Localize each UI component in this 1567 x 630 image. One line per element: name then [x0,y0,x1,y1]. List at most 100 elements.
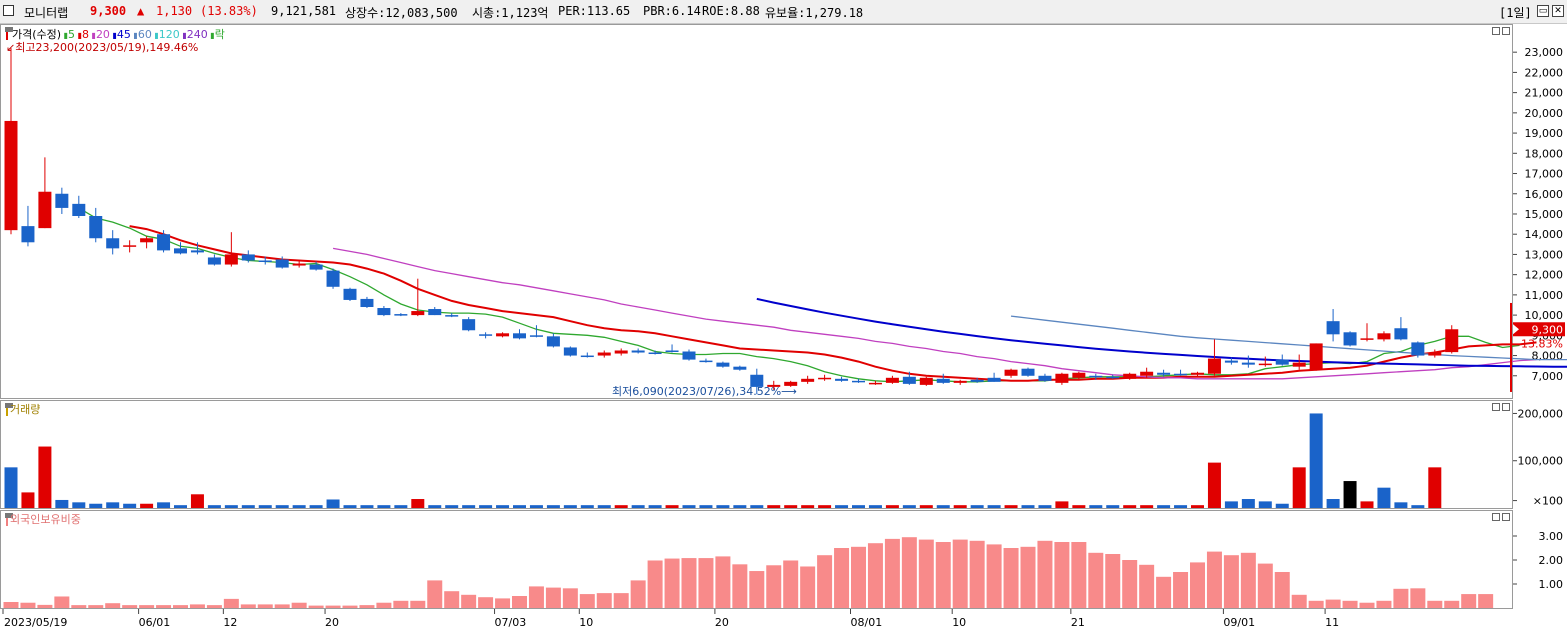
stock-info-bar: 모니터랩 9,300 ▲ 1,130 (13.83%) 9,121,581 상장… [0,0,1567,24]
candle-body [1021,368,1035,376]
foreign-ratio-bar [393,600,409,608]
foreign-y-axis: 1.00 2.00 3.00 [1513,530,1563,591]
candle-body [241,254,255,261]
legend-item: 락 [215,28,225,41]
candlesticks [4,48,1459,395]
legend-item: 45 [117,28,131,41]
x-tick-label: 20 [325,616,339,629]
x-tick-label: 08/01 [851,616,883,629]
volume-bar [784,505,798,508]
volume-bar [123,503,137,508]
volume-bar [394,505,408,508]
volume-bar [1377,487,1391,508]
candle-body [207,257,221,265]
ma-line-8 [129,225,1537,382]
x-tick-label: 20 [715,616,729,629]
current-price: 9,300 [90,4,127,18]
close-icon[interactable]: ✕ [1552,5,1564,17]
foreign-ratio-bar [969,540,985,608]
candle-body [682,351,696,360]
candle-body [292,263,306,266]
foreign-panel-buttons[interactable] [1492,513,1510,521]
foreign-ratio-bar [512,596,527,608]
select-checkbox[interactable] [3,5,14,16]
volume-bar [919,505,933,508]
foreign-ratio-bar [189,604,205,608]
foreign-ratio-bar [1257,563,1273,608]
y-tick-label: 8,000 [1532,350,1564,363]
volume-bar [1072,505,1086,508]
volume-bar [190,494,204,508]
foreign-ratio-bar [1427,600,1443,608]
candle-body [919,377,933,385]
foreign-ratio-bar [139,605,155,608]
volume-bar [72,502,86,508]
price-legend: 가격(수정) ▮5 ▮8 ▮20 ▮45 ▮60 ▮120 ▮240 ▮락 [5,27,225,41]
candle-body [699,360,713,363]
legend-item: 8 [82,28,89,41]
volume-bar [818,505,832,508]
candle-body [479,334,493,336]
volume-bar [1428,467,1442,508]
stock-name[interactable]: 모니터랩 [24,6,69,20]
candle-body [1224,360,1238,363]
stock-chart: 가격(수정) ▮5 ▮8 ▮20 ▮45 ▮60 ▮120 ▮240 ▮락 ↙최… [0,24,1567,629]
x-tick-label: 21 [1071,616,1085,629]
price-panel-buttons[interactable] [1492,27,1510,35]
foreign-ratio-bar [274,604,290,608]
volume-bar [360,505,374,508]
roe-ratio: ROE:8.88 [702,4,760,18]
candle-body [1309,343,1323,370]
foreign-ratio-bar [715,556,731,608]
y-tick-label: 15,000 [1525,208,1564,221]
foreign-ratio-bar [342,605,358,608]
candle-body [275,259,289,268]
volume-bar [835,505,849,508]
candle-body [529,335,543,337]
foreign-ratio-bar [681,558,697,608]
window-restore-icon[interactable]: ▭ [1537,5,1549,17]
volume-bar [513,505,526,508]
volume-bar [1309,413,1323,508]
volume-panel-buttons[interactable] [1492,403,1510,411]
foreign-ratio-bar [952,539,968,608]
candle-body [852,380,865,383]
volume-bar [1038,505,1052,508]
foreign-ratio-bar [54,596,70,608]
volume-bar [1157,505,1171,508]
foreign-ratio-bar [817,555,833,608]
x-tick-label: 12 [223,616,237,629]
foreign-ratio-bar [173,605,188,608]
candle-body [1123,373,1137,379]
candle-body [1258,363,1272,366]
foreign-ratio-bar [1139,564,1155,608]
volume-bar [1275,503,1289,508]
price-y-axis: 7,0008,0009,00010,00011,00012,00013,0001… [1513,46,1563,383]
current-pct-label: 13.83% [1521,337,1563,350]
volume-bar [140,503,154,508]
volume-bar [902,505,916,508]
foreign-ratio-bar [1206,551,1222,608]
y-tick-label: 14,000 [1525,228,1564,241]
candle-body [1207,358,1221,374]
candle-body [4,120,18,231]
volume-bar [428,505,442,508]
candle-body [21,226,35,243]
volume-bar [1004,505,1018,508]
foreign-ratio-bar [783,560,799,608]
foreign-ratio-bar [562,588,578,608]
volume-bar [529,505,543,508]
foreign-ratio-bar [359,605,375,608]
candle-body [1394,328,1408,340]
current-price-box [1513,322,1565,337]
volume-bar [1021,505,1035,508]
foreign-ratio-bar [1376,600,1392,608]
volume-bar [665,505,679,508]
period-selector[interactable]: [1일] [1499,6,1532,20]
pbr-ratio: PBR:6.14 [643,4,701,18]
volume-bar [1055,501,1069,508]
candle-body [462,319,476,331]
volume-bar [597,505,611,508]
candle-body [580,355,594,358]
foreign-ratio-bar [495,598,511,608]
